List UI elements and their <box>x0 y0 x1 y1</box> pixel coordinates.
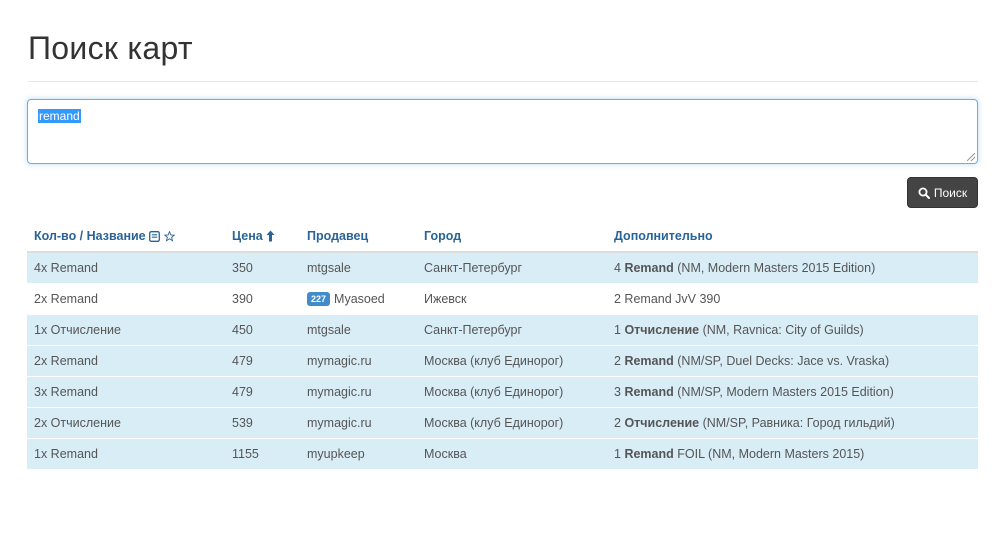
sort-arrow-up-icon <box>266 230 275 242</box>
table-row: 2x Remand 390 227 Myasoed Ижевск 2 Remand JvV… <box>27 283 978 315</box>
extra-qty: 1 <box>614 323 621 337</box>
cell-price: 479 <box>225 345 300 377</box>
search-icon <box>918 187 930 199</box>
header-qty-name-label: Кол-во / Название <box>34 228 146 243</box>
resize-handle[interactable] <box>967 153 975 161</box>
extra-details: (NM/SP, Равника: Город гильдий) <box>702 416 895 430</box>
cell-extra: 3 Remand (NM/SP, Modern Masters 2015 Edi… <box>607 376 978 408</box>
cell-qty-name: 2x Remand <box>27 283 225 315</box>
seller-name: mtgsale <box>307 261 351 275</box>
seller-name: mymagic.ru <box>307 385 372 399</box>
extra-details: FOIL (NM, Modern Masters 2015) <box>677 447 865 461</box>
extra-card-name: Remand <box>624 354 674 368</box>
extra-qty: 3 <box>614 385 621 399</box>
cell-extra: 2 Remand (NM/SP, Duel Decks: Jace vs. Vr… <box>607 345 978 377</box>
extra-card-name: Отчисление <box>624 323 700 337</box>
search-button[interactable]: Поиск <box>907 177 978 208</box>
extra-card-name: Отчисление <box>624 416 700 430</box>
extra-details: 2 Remand JvV 390 <box>614 292 721 306</box>
cell-extra: 2 Remand JvV 390 <box>607 283 978 315</box>
search-value: remand <box>38 109 81 123</box>
cell-price: 479 <box>225 376 300 408</box>
seller-rating-badge: 227 <box>307 292 331 307</box>
cell-price: 539 <box>225 407 300 439</box>
cell-extra: 4 Remand (NM, Modern Masters 2015 Editio… <box>607 251 978 284</box>
cell-city: Москва (клуб Единорог) <box>417 407 607 439</box>
header-price-label: Цена <box>232 228 263 243</box>
results-table: Кол-во / Название Цена П <box>27 220 978 469</box>
seller-name: Myasoed <box>334 291 385 306</box>
cell-city: Санкт-Петербург <box>417 314 607 346</box>
cell-city: Ижевск <box>417 283 607 315</box>
table-row: 2x Remand 479 mymagic.ru Москва (клуб Едино… <box>27 345 978 377</box>
cell-seller: mtgsale <box>300 314 417 346</box>
extra-details: (NM, Ravnica: City of Guilds) <box>702 323 864 337</box>
extra-qty: 1 <box>614 447 621 461</box>
extra-details: (NM/SP, Modern Masters 2015 Edition) <box>677 385 894 399</box>
cell-price: 450 <box>225 314 300 346</box>
extra-qty: 2 <box>614 416 621 430</box>
cell-city: Москва (клуб Единорог) <box>417 345 607 377</box>
cell-qty-name: 4x Remand <box>27 251 225 284</box>
cell-qty-name: 2x Отчисление <box>27 407 225 439</box>
star-icon[interactable] <box>163 230 175 242</box>
extra-card-name: Remand <box>624 261 674 275</box>
table-header-row: Кол-во / Название Цена П <box>27 220 978 253</box>
page-title: Поиск карт <box>28 30 193 66</box>
extra-details: (NM, Modern Masters 2015 Edition) <box>677 261 876 275</box>
seller-name: myupkeep <box>307 447 365 461</box>
cell-seller: myupkeep <box>300 438 417 469</box>
header-price[interactable]: Цена <box>225 220 300 253</box>
cell-seller: mtgsale <box>300 251 417 284</box>
cell-price: 390 <box>225 283 300 315</box>
search-textarea[interactable]: remand <box>27 99 978 164</box>
extra-card-name: Remand <box>624 385 674 399</box>
cell-qty-name: 2x Remand <box>27 345 225 377</box>
cell-city: Санкт-Петербург <box>417 251 607 284</box>
table-row: 4x Remand 350 mtgsale Санкт-Петербург 4 Rema… <box>27 251 978 284</box>
header-extra[interactable]: Дополнительно <box>607 220 978 253</box>
search-button-label: Поиск <box>933 185 968 200</box>
seller-name: mymagic.ru <box>307 354 372 368</box>
title-divider <box>28 81 978 82</box>
card-list-icon[interactable] <box>149 230 161 242</box>
seller-name: mymagic.ru <box>307 416 372 430</box>
extra-qty: 2 <box>614 354 621 368</box>
table-row: 1x Remand 1155 myupkeep Москва 1 Remand FOIL… <box>27 438 978 469</box>
cell-price: 1155 <box>225 438 300 469</box>
extra-card-name: Remand <box>624 447 674 461</box>
table-row: 2x Отчисление 539 mymagic.ru Москва (клуб Е… <box>27 407 978 439</box>
cell-price: 350 <box>225 251 300 284</box>
cell-seller: 227 Myasoed <box>300 283 417 315</box>
cell-extra: 2 Отчисление (NM/SP, Равника: Город гиль… <box>607 407 978 439</box>
cell-seller: mymagic.ru <box>300 407 417 439</box>
cell-extra: 1 Remand FOIL (NM, Modern Masters 2015) <box>607 438 978 469</box>
seller-name: mtgsale <box>307 323 351 337</box>
extra-qty: 4 <box>614 261 621 275</box>
table-row: 3x Remand 479 mymagic.ru Москва (клуб Едино… <box>27 376 978 408</box>
cell-city: Москва <box>417 438 607 469</box>
cell-seller: mymagic.ru <box>300 345 417 377</box>
cell-seller: mymagic.ru <box>300 376 417 408</box>
extra-details: (NM/SP, Duel Decks: Jace vs. Vraska) <box>677 354 890 368</box>
cell-extra: 1 Отчисление (NM, Ravnica: City of Guild… <box>607 314 978 346</box>
cell-city: Москва (клуб Единорог) <box>417 376 607 408</box>
cell-qty-name: 1x Remand <box>27 438 225 469</box>
table-row: 1x Отчисление 450 mtgsale Санкт-Петербург 1 … <box>27 314 978 346</box>
cell-qty-name: 1x Отчисление <box>27 314 225 346</box>
header-qty-name[interactable]: Кол-во / Название <box>27 220 225 253</box>
header-city[interactable]: Город <box>417 220 607 253</box>
cell-qty-name: 3x Remand <box>27 376 225 408</box>
header-seller[interactable]: Продавец <box>300 220 417 253</box>
